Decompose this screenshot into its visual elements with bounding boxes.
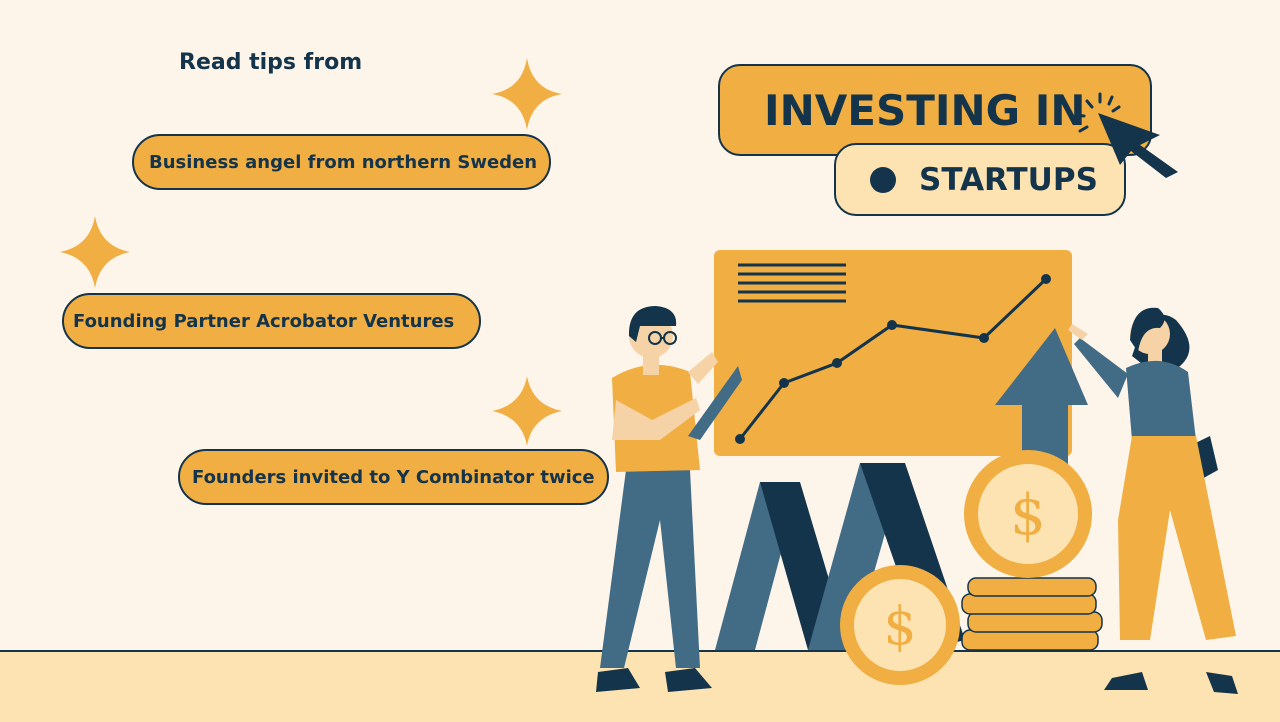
- floor-band: [0, 650, 1280, 722]
- title-line-1: INVESTING IN: [764, 85, 1086, 135]
- sparkle-icon: [492, 58, 562, 130]
- woman-figure: [1068, 307, 1238, 694]
- title-line-2-box: STARTUPS: [834, 143, 1126, 216]
- tip-pill-1: Business angel from northern Sweden: [132, 134, 551, 190]
- man-figure: [596, 306, 742, 692]
- svg-text:$: $: [883, 597, 916, 657]
- title-line-2: STARTUPS: [919, 161, 1098, 198]
- svg-text:$: $: [1010, 483, 1046, 548]
- title-line-1-box: INVESTING IN: [718, 64, 1152, 156]
- tip-label-2: Founding Partner Acrobator Ventures: [73, 310, 455, 332]
- chart-board: [714, 250, 1072, 456]
- tip-label-1: Business angel from northern Sweden: [149, 151, 538, 173]
- cursor-icon: [1074, 92, 1178, 178]
- bullet-dot-icon: [870, 166, 896, 193]
- line-chart-icon: [735, 274, 1051, 444]
- page-heading: Read tips from: [179, 50, 363, 75]
- tip-pill-3: Founders invited to Y Combinator twice: [178, 449, 609, 505]
- dollar-coin-icon: $: [964, 450, 1092, 578]
- sparkle-icon: [60, 216, 130, 288]
- tip-pill-2: Founding Partner Acrobator Ventures: [62, 293, 481, 349]
- tip-label-3: Founders invited to Y Combinator twice: [192, 466, 595, 488]
- sparkle-icon: [492, 376, 562, 446]
- dollar-coin-icon: $: [840, 565, 960, 685]
- coin-stack: [961, 577, 1103, 651]
